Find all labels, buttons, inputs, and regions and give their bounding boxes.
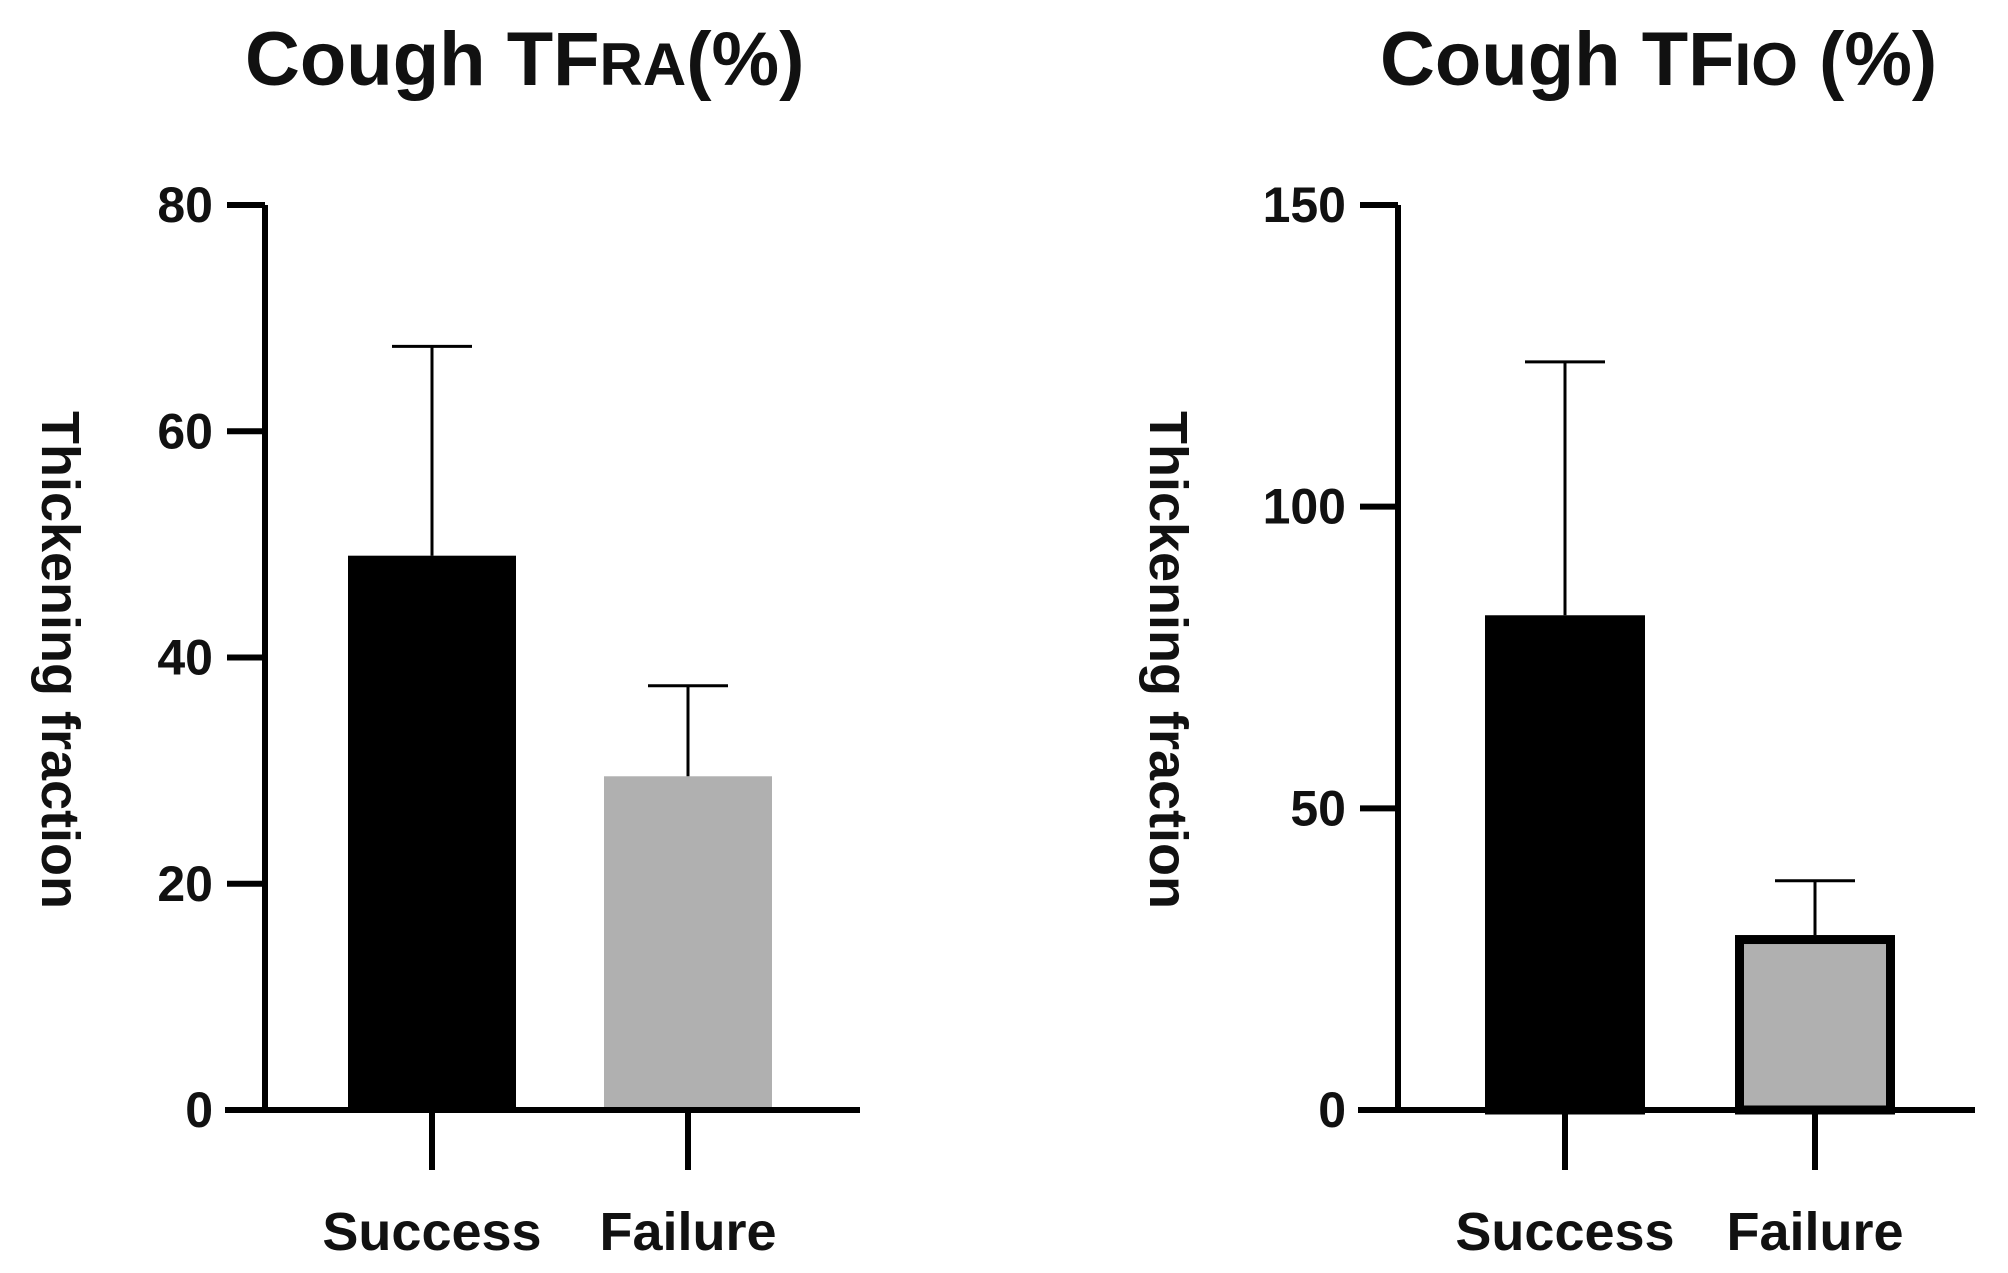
category-labels: Success Failure xyxy=(1455,1202,1903,1262)
y-tick-label: 150 xyxy=(1263,177,1346,233)
x-axis-ticks xyxy=(429,1110,691,1170)
y-axis-title: Thickening fraction xyxy=(1138,411,1198,909)
error-bars xyxy=(1525,360,1855,936)
bar-success xyxy=(348,555,516,1110)
y-axis-ticks: 0 50 100 150 xyxy=(1263,177,1398,1138)
error-bars xyxy=(392,344,728,777)
y-tick-label: 0 xyxy=(185,1082,213,1138)
y-tick-label: 20 xyxy=(157,856,213,912)
category-label-success: Success xyxy=(1455,1202,1674,1262)
bar-failure xyxy=(1735,935,1895,1115)
bars xyxy=(348,555,772,1110)
bars xyxy=(1485,615,1895,1115)
chart-title: Cough TFIO (%) xyxy=(1380,17,1937,102)
bar-failure xyxy=(604,776,772,1110)
category-label-failure: Failure xyxy=(599,1202,776,1262)
y-tick-label: 50 xyxy=(1290,780,1346,836)
y-tick-label: 100 xyxy=(1263,479,1346,535)
bar-success xyxy=(1485,615,1645,1115)
chart-title: Cough TFRA(%) xyxy=(245,17,804,102)
x-axis-ticks xyxy=(1562,1110,1818,1170)
y-tick-label: 80 xyxy=(157,177,213,233)
y-tick-label: 40 xyxy=(157,630,213,686)
chart-thickening-io: Cough TFIO (%) Thickening fraction 0 50 10… xyxy=(1138,17,1975,1262)
y-axis-title: Thickening fraction xyxy=(30,411,90,909)
y-tick-label: 0 xyxy=(1318,1082,1346,1138)
chart-thickening-ra: Cough TFRA(%) Thickening fraction 0 20 40 6… xyxy=(30,17,860,1262)
y-axis-ticks: 0 20 40 60 80 xyxy=(157,177,265,1138)
category-labels: Success Failure xyxy=(322,1202,776,1262)
category-label-failure: Failure xyxy=(1726,1202,1903,1262)
y-tick-label: 60 xyxy=(157,403,213,459)
category-label-success: Success xyxy=(322,1202,541,1262)
